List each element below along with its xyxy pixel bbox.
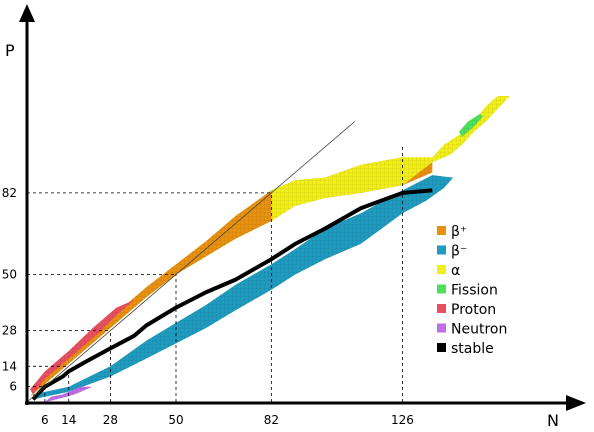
x-axis-arrow — [566, 395, 586, 411]
legend-label-beta_minus: β⁻ — [451, 244, 467, 260]
y-tick-6: 6 — [9, 380, 17, 394]
legend-swatch-alpha — [437, 265, 446, 274]
y-tick-50: 50 — [2, 268, 17, 282]
y-tick-28: 28 — [2, 324, 17, 338]
legend-label-beta_plus: β⁺ — [451, 224, 467, 240]
stable-valley — [31, 188, 433, 401]
legend: β⁺ β⁻ α Fission Proton Neutron stable — [437, 224, 507, 357]
y-axis-title: P — [5, 41, 15, 60]
region-grid-beta_minus — [33, 175, 454, 400]
legend-label-alpha: α — [451, 263, 460, 279]
n-equals-p-line — [26, 121, 356, 403]
axes: P N — [5, 4, 586, 430]
tick-labels: 6 14 28 50 82 6 14 28 50 82 126 — [2, 186, 414, 427]
region-grid-fission — [459, 113, 483, 137]
legend-label-proton: Proton — [451, 302, 496, 318]
y-tick-14: 14 — [2, 359, 17, 373]
x-tick-126: 126 — [391, 413, 414, 427]
y-tick-82: 82 — [2, 186, 17, 200]
y-axis-arrow — [19, 4, 35, 22]
x-tick-14: 14 — [61, 413, 76, 427]
magic-number-guides — [26, 121, 403, 403]
x-tick-6: 6 — [41, 413, 49, 427]
decay-regions — [30, 96, 510, 402]
legend-swatch-proton — [437, 304, 446, 313]
legend-swatch-beta_minus — [437, 245, 446, 255]
legend-swatch-fission — [437, 284, 446, 294]
legend-label-stable: stable — [451, 341, 494, 357]
region-grid-alpha — [271, 96, 510, 221]
legend-swatch-stable — [437, 343, 446, 352]
legend-swatch-neutron — [437, 323, 446, 333]
x-tick-50: 50 — [168, 413, 183, 427]
legend-swatch-beta_plus — [437, 226, 446, 235]
x-tick-28: 28 — [103, 413, 118, 427]
legend-label-neutron: Neutron — [451, 322, 507, 338]
legend-label-fission: Fission — [451, 283, 498, 299]
x-axis-title: N — [547, 411, 559, 430]
x-tick-82: 82 — [264, 413, 279, 427]
